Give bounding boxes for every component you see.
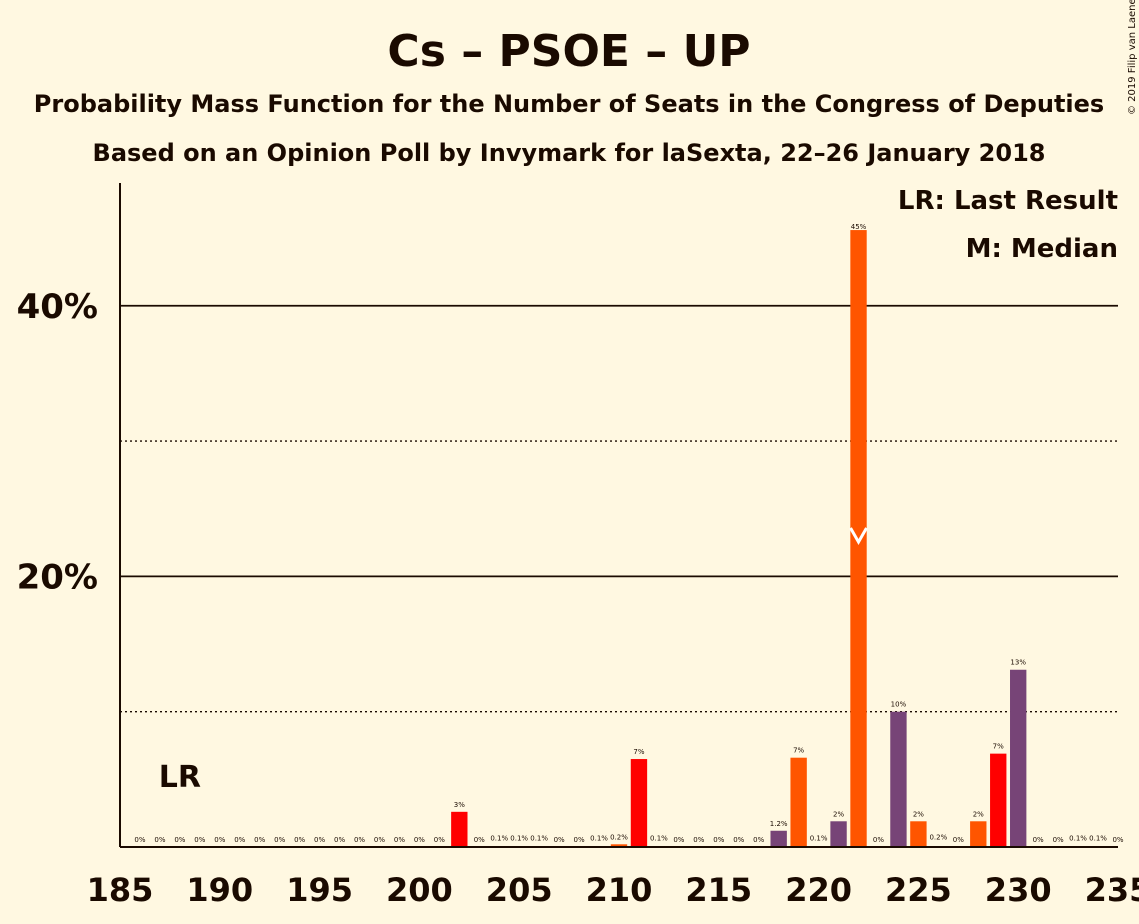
- x-tick-label: 190: [186, 871, 253, 909]
- x-tick-label: 220: [785, 871, 852, 909]
- bar: [630, 759, 648, 847]
- y-tick-label: 40%: [17, 287, 98, 327]
- bar-label: 0%: [134, 836, 145, 844]
- bar-label: 0%: [174, 836, 185, 844]
- bar-label: 0%: [274, 836, 285, 844]
- bar-label: 2%: [913, 810, 924, 818]
- bar-label: 7%: [633, 748, 644, 756]
- bar-label: 0%: [953, 836, 964, 844]
- gridlines: [120, 183, 1118, 713]
- x-tick-label: 215: [685, 871, 752, 909]
- bar-label: 0.1%: [530, 835, 548, 843]
- bar-label: 0%: [414, 836, 425, 844]
- bar-label: 0.1%: [590, 835, 608, 843]
- bar-label: 0%: [1053, 836, 1064, 844]
- bar: [1010, 669, 1027, 847]
- bar-label: 0.2%: [610, 833, 628, 841]
- bar: [990, 753, 1007, 847]
- bar-label: 0%: [733, 836, 744, 844]
- chart-title: Cs – PSOE – UP: [387, 26, 750, 77]
- bar-label: 10%: [891, 701, 907, 709]
- y-tick-label: 20%: [17, 557, 98, 597]
- bar-label: 0%: [693, 836, 704, 844]
- bar: [790, 757, 807, 847]
- bars-group: 0% 0% 0% 0% 0% 0% 0% 0% 0% 0% 0% 0% 0% 0% 0% 0% 3% 0% 0.1%…: [134, 223, 1124, 848]
- bar-label: 0%: [434, 836, 445, 844]
- bar-label: 13%: [1010, 659, 1026, 667]
- x-tick-label: 200: [386, 871, 453, 909]
- bar-label: 0%: [574, 836, 585, 844]
- bar: [970, 821, 987, 847]
- bar-label: 0.1%: [650, 835, 668, 843]
- bar: [890, 711, 907, 847]
- bar-label: 0.1%: [810, 835, 828, 843]
- bar-label: 1.2%: [770, 820, 788, 828]
- x-tick-label: 235: [1085, 871, 1139, 909]
- x-tick-label: 225: [885, 871, 952, 909]
- bar-label: 0%: [474, 836, 485, 844]
- bar-label: 0%: [254, 836, 265, 844]
- bar-label: 2%: [833, 810, 844, 818]
- x-tick-label: 205: [486, 871, 553, 909]
- bar: [830, 821, 847, 847]
- bar-label: 0.2%: [929, 833, 947, 841]
- bar-label: 0%: [873, 836, 884, 844]
- bar-label: 0%: [314, 836, 325, 844]
- bar-label: 0%: [354, 836, 365, 844]
- median-marker: [849, 527, 868, 546]
- bar-label: 0%: [1033, 836, 1044, 844]
- bar-label: 45%: [851, 223, 867, 231]
- bar-label: 3%: [454, 801, 465, 809]
- bar-label: 0.1%: [1069, 835, 1087, 843]
- bar: [610, 844, 628, 847]
- bar-label: 0%: [673, 836, 684, 844]
- bar: [850, 230, 867, 848]
- bar-label: 0%: [234, 836, 245, 844]
- bar-label: 0.1%: [1089, 835, 1107, 843]
- bar-label: 0%: [374, 836, 385, 844]
- x-tick-label: 195: [286, 871, 353, 909]
- legend-last-result: LR: Last Result: [898, 186, 1118, 216]
- last-result-label: LR: [159, 760, 201, 795]
- bar-label: 0.1%: [510, 835, 528, 843]
- bar-label: 0%: [1112, 836, 1123, 844]
- bar-label: 0%: [194, 836, 205, 844]
- bar: [910, 821, 927, 847]
- x-tick-label: 185: [87, 871, 154, 909]
- bar-label: 0%: [394, 836, 405, 844]
- chart-subtitle-1: Probability Mass Function for the Number…: [34, 90, 1104, 118]
- x-tick-label: 230: [985, 871, 1052, 909]
- bar-label: 7%: [793, 747, 804, 755]
- bar: [770, 830, 787, 847]
- bar-label: 0%: [554, 836, 565, 844]
- bar-label: 0%: [334, 836, 345, 844]
- bar-label: 7%: [993, 743, 1004, 751]
- chart-subtitle-2: Based on an Opinion Poll by Invymark for…: [93, 139, 1046, 167]
- bar-label: 0%: [713, 836, 724, 844]
- bar: [451, 811, 468, 847]
- x-tick-label: 210: [586, 871, 653, 909]
- y-axis: 20% 40%: [17, 183, 121, 847]
- copyright: © 2019 Filip van Laenen: [1127, 0, 1138, 115]
- bar-label: 0%: [154, 836, 165, 844]
- bar-label: 0%: [294, 836, 305, 844]
- x-axis: 185 190 195 200 205 210 215 220 225 230 235: [87, 846, 1139, 909]
- bar-label: 2%: [973, 810, 984, 818]
- bar-label: 0.1%: [490, 835, 508, 843]
- median-gap: [846, 183, 871, 231]
- bar-label: 0%: [214, 836, 225, 844]
- bar-label: 0%: [753, 836, 764, 844]
- legend-median: M: Median: [966, 234, 1118, 264]
